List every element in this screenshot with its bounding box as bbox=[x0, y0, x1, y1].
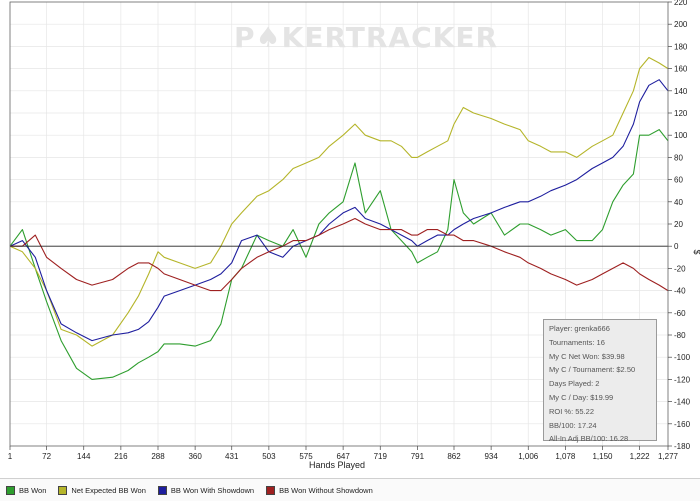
x-tick-label: 288 bbox=[151, 452, 165, 461]
legend-item-bb-won[interactable]: BB Won bbox=[6, 485, 47, 495]
y-tick-label: 20 bbox=[674, 220, 683, 229]
x-tick-label: 1,078 bbox=[555, 452, 576, 461]
x-tick-label: 72 bbox=[42, 452, 51, 461]
y-tick-label: 100 bbox=[674, 131, 688, 140]
x-tick-label: 647 bbox=[336, 452, 350, 461]
y-tick-label: -120 bbox=[674, 375, 691, 384]
legend-swatch bbox=[157, 485, 167, 495]
legend-item-with-showdown[interactable]: BB Won With Showdown bbox=[157, 485, 255, 495]
stat-per-day: My C / Day: $19.99 bbox=[549, 392, 614, 402]
series-line-2 bbox=[9, 79, 669, 342]
legend-label: BB Won With Showdown bbox=[170, 485, 255, 495]
y-tick-label: 220 bbox=[674, 0, 688, 7]
y-tick-label: 80 bbox=[674, 153, 683, 162]
legend-item-net-expected[interactable]: Net Expected BB Won bbox=[58, 485, 146, 495]
x-tick-label: 791 bbox=[411, 452, 425, 461]
y-tick-label: -20 bbox=[674, 264, 686, 273]
y-tick-label: 200 bbox=[674, 20, 688, 29]
y-tick-label: -140 bbox=[674, 398, 691, 407]
y-tick-label: -100 bbox=[674, 353, 691, 362]
legend-label: BB Won bbox=[19, 485, 47, 495]
x-tick-label: 1,277 bbox=[658, 452, 679, 461]
stat-per-tournament: My C / Tournament: $2.50 bbox=[549, 365, 636, 375]
x-tick-label: 1,006 bbox=[518, 452, 539, 461]
chart-legend: BB Won Net Expected BB Won BB Won With S… bbox=[0, 478, 700, 501]
legend-item-without-showdown[interactable]: BB Won Without Showdown bbox=[266, 485, 373, 495]
x-tick-label: 503 bbox=[262, 452, 276, 461]
x-tick-label: 431 bbox=[225, 452, 239, 461]
x-tick-label: 575 bbox=[299, 452, 313, 461]
y-tick-label: -80 bbox=[674, 331, 686, 340]
y-tick-label: -180 bbox=[674, 442, 691, 451]
legend-label: BB Won Without Showdown bbox=[279, 485, 373, 495]
x-axis: 1 72 144 216 288 360 431 503 575 647 719 791 862 934 1… bbox=[8, 446, 679, 461]
series-lines bbox=[9, 56, 669, 380]
stat-bb-100: BB/100: 17.24 bbox=[549, 420, 597, 430]
y-tick-label: -60 bbox=[674, 309, 686, 318]
series-line-0 bbox=[9, 129, 669, 380]
player-stats-box: Player: grenka666 Tournaments: 16 My C N… bbox=[543, 319, 657, 443]
x-tick-label: 862 bbox=[447, 452, 461, 461]
legend-swatch bbox=[6, 485, 15, 495]
legend-label: Net Expected BB Won bbox=[71, 485, 146, 495]
series-line-1 bbox=[9, 56, 669, 347]
x-tick-label: 216 bbox=[114, 452, 128, 461]
y-tick-label: -40 bbox=[674, 287, 686, 296]
x-tick-label: 1,150 bbox=[592, 452, 613, 461]
legend-swatch bbox=[58, 485, 68, 495]
stat-days-played: Days Played: 2 bbox=[549, 379, 600, 389]
legend-swatch bbox=[266, 485, 276, 495]
x-tick-label: 144 bbox=[77, 452, 91, 461]
y-tick-label: 40 bbox=[674, 198, 683, 207]
y-tick-label: -160 bbox=[674, 420, 691, 429]
stat-net-won: My C Net Won: $39.98 bbox=[549, 351, 625, 361]
y-axis-title: $ bbox=[692, 249, 700, 254]
y-tick-label: 180 bbox=[674, 42, 688, 51]
series-line-3 bbox=[10, 217, 669, 292]
y-axis: 220200180160140120100806040200-20-40-60-… bbox=[668, 0, 691, 451]
y-tick-label: 60 bbox=[674, 176, 683, 185]
stat-allin-adj: All-In Adj BB/100: 16.28 bbox=[549, 434, 629, 444]
x-tick-label: 934 bbox=[484, 452, 498, 461]
x-tick-label: 1 bbox=[8, 452, 13, 461]
stat-roi: ROI %: 55.22 bbox=[549, 406, 595, 416]
y-tick-label: 120 bbox=[674, 109, 688, 118]
x-tick-label: 360 bbox=[188, 452, 202, 461]
stat-tournaments: Tournaments: 16 bbox=[549, 337, 605, 347]
y-tick-label: 0 bbox=[674, 242, 679, 251]
x-axis-title: Hands Played bbox=[309, 460, 365, 470]
x-tick-label: 719 bbox=[374, 452, 388, 461]
x-tick-label: 1,222 bbox=[630, 452, 651, 461]
y-tick-label: 160 bbox=[674, 65, 688, 74]
y-tick-label: 140 bbox=[674, 87, 688, 96]
stat-player: Player: grenka666 bbox=[549, 324, 610, 333]
poker-tracker-watermark: P♠KERTRACKER bbox=[234, 21, 498, 54]
